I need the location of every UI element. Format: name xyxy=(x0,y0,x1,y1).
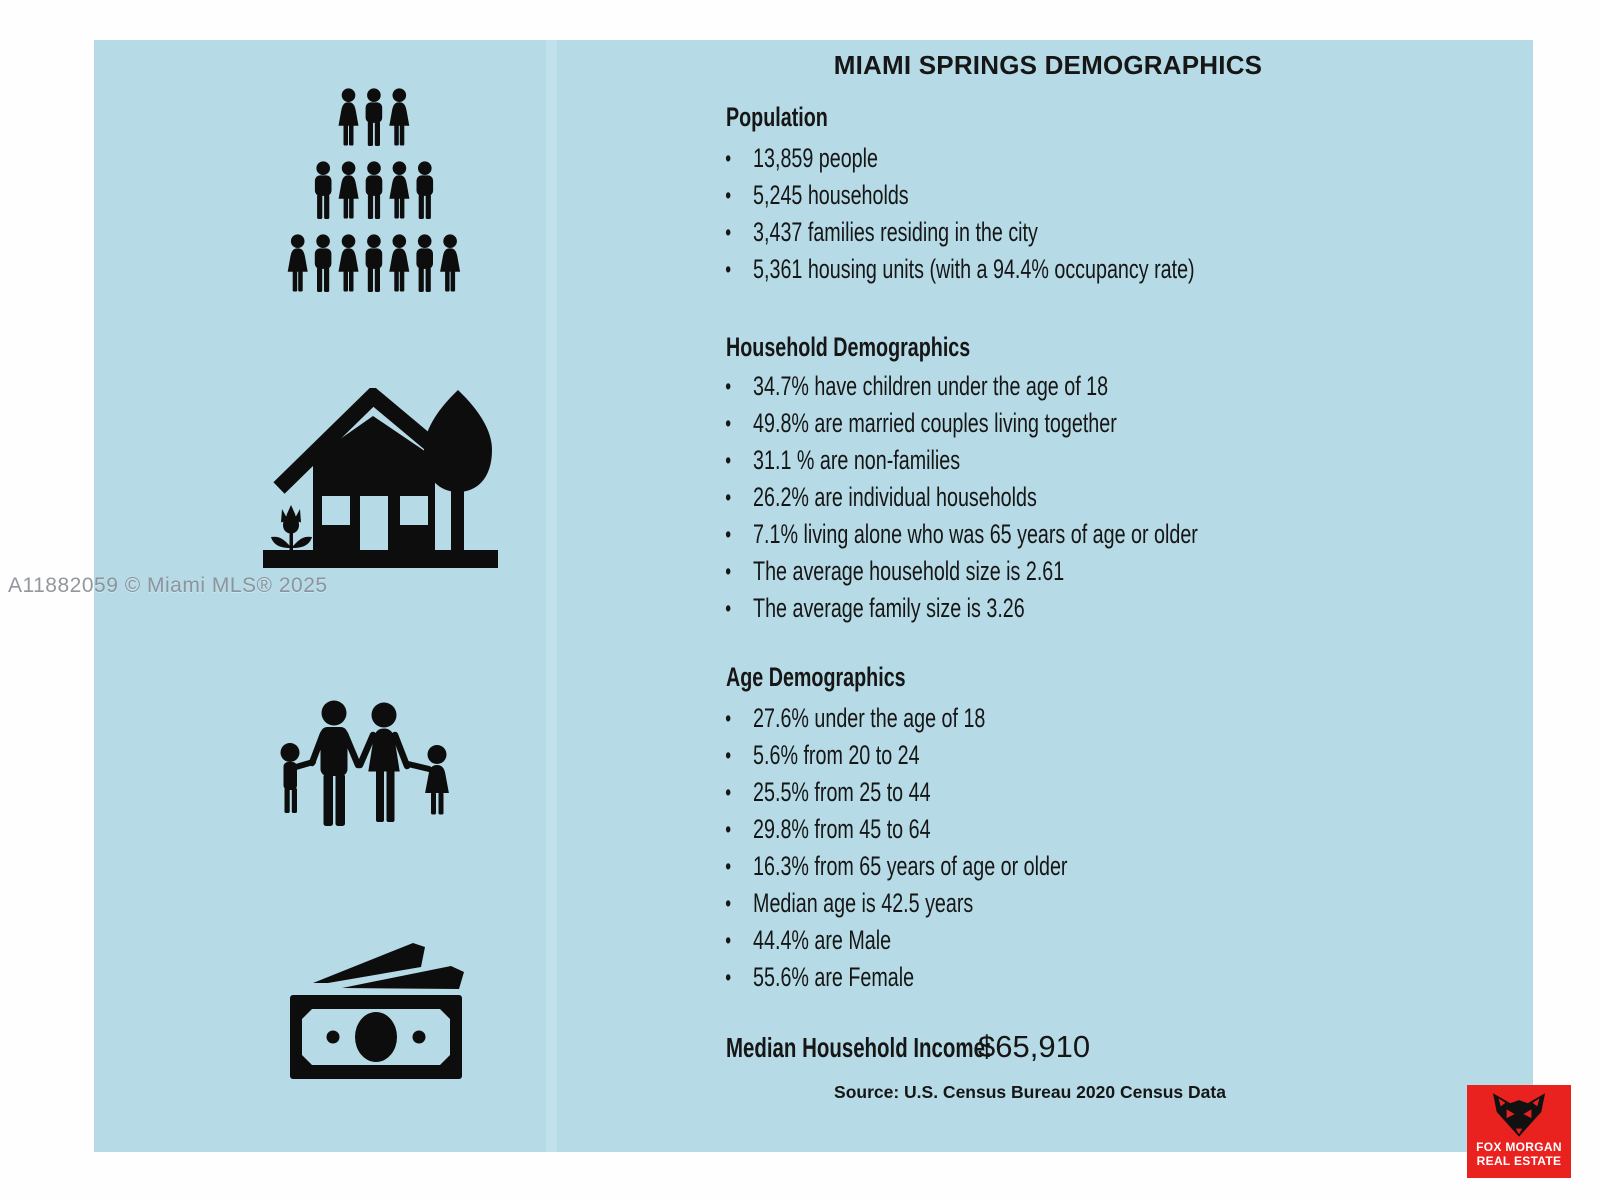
list-item: • 13,859 people xyxy=(718,140,1195,177)
bullet-icon: • xyxy=(725,890,732,916)
list-item-text: 27.6% under the age of 18 xyxy=(753,703,986,733)
logo-line2: REAL ESTATE xyxy=(1476,1154,1562,1168)
list-item-text: 13,859 people xyxy=(753,143,878,173)
list-item: • 16.3% from 65 years of age or older xyxy=(718,848,1067,885)
bullet-icon: • xyxy=(725,521,732,547)
age-heading: Age Demographics xyxy=(726,662,906,692)
population-crowd-icon xyxy=(287,88,461,292)
bullet-icon: • xyxy=(725,256,732,282)
money-icon xyxy=(290,943,464,1079)
list-item: • 31.1 % are non-families xyxy=(718,442,1198,479)
list-item: • 49.8% are married couples living toget… xyxy=(718,405,1198,442)
list-item: • 3,437 families residing in the city xyxy=(718,214,1195,251)
list-item-text: 3,437 families residing in the city xyxy=(753,217,1038,247)
background-panel xyxy=(94,40,1533,1152)
bullet-icon: • xyxy=(725,484,732,510)
list-item-text: Median age is 42.5 years xyxy=(753,888,974,918)
income-value: $65,910 xyxy=(978,1029,1091,1064)
list-item: • 26.2% are individual households xyxy=(718,479,1198,516)
list-item: • The average household size is 2.61 xyxy=(718,553,1198,590)
list-item-text: 25.5% from 25 to 44 xyxy=(753,777,931,807)
population-heading: Population xyxy=(726,102,828,132)
bullet-icon: • xyxy=(725,410,732,436)
list-item-text: 55.6% are Female xyxy=(753,962,915,992)
list-item-text: 49.8% are married couples living togethe… xyxy=(753,408,1117,438)
page-title: MIAMI SPRINGS DEMOGRAPHICS xyxy=(833,50,1263,80)
list-item-text: 7.1% living alone who was 65 years of ag… xyxy=(753,519,1198,549)
bullet-icon: • xyxy=(725,219,732,245)
list-item: • 25.5% from 25 to 44 xyxy=(718,774,1067,811)
list-item-text: 5.6% from 20 to 24 xyxy=(753,740,920,770)
brokerage-logo: FOX MORGAN REAL ESTATE xyxy=(1467,1085,1571,1178)
fox-icon xyxy=(1492,1093,1546,1137)
list-item-text: 31.1 % are non-families xyxy=(753,445,961,475)
house-icon xyxy=(263,388,498,568)
list-item-text: 34.7% have children under the age of 18 xyxy=(753,371,1109,401)
bullet-icon: • xyxy=(725,373,732,399)
source-line: Source: U.S. Census Bureau 2020 Census D… xyxy=(834,1082,1226,1102)
list-item-text: The average family size is 3.26 xyxy=(753,593,1025,623)
age-list: • 27.6% under the age of 18 • 5.6% from … xyxy=(718,700,1067,996)
bullet-icon: • xyxy=(725,964,732,990)
population-list: • 13,859 people • 5,245 households • 3,4… xyxy=(718,140,1195,288)
income-label: Median Household Income: xyxy=(726,1032,992,1063)
bullet-icon: • xyxy=(725,816,732,842)
bullet-icon: • xyxy=(725,182,732,208)
list-item: • 55.6% are Female xyxy=(718,959,1067,996)
bullet-icon: • xyxy=(725,145,732,171)
bullet-icon: • xyxy=(725,595,732,621)
family-icon xyxy=(280,700,449,826)
bullet-icon: • xyxy=(725,447,732,473)
list-item: • 27.6% under the age of 18 xyxy=(718,700,1067,737)
list-item: • 5,245 households xyxy=(718,177,1195,214)
mls-watermark: A11882059 © Miami MLS® 2025 xyxy=(8,574,328,597)
list-item: • 44.4% are Male xyxy=(718,922,1067,959)
list-item: • 29.8% from 45 to 64 xyxy=(718,811,1067,848)
list-item: • 5.6% from 20 to 24 xyxy=(718,737,1067,774)
bullet-icon: • xyxy=(725,927,732,953)
list-item-text: 16.3% from 65 years of age or older xyxy=(753,851,1068,881)
column-divider xyxy=(546,40,557,1152)
list-item-text: 5,361 housing units (with a 94.4% occupa… xyxy=(753,254,1195,284)
bullet-icon: • xyxy=(725,742,732,768)
list-item-text: 5,245 households xyxy=(753,180,909,210)
list-item-text: 44.4% are Male xyxy=(753,925,892,955)
logo-line1: FOX MORGAN xyxy=(1476,1140,1562,1154)
bullet-icon: • xyxy=(725,779,732,805)
household-heading: Household Demographics xyxy=(726,332,971,362)
list-item: • Median age is 42.5 years xyxy=(718,885,1067,922)
list-item-text: 29.8% from 45 to 64 xyxy=(753,814,931,844)
list-item: • 7.1% living alone who was 65 years of … xyxy=(718,516,1198,553)
bullet-icon: • xyxy=(725,705,732,731)
bullet-icon: • xyxy=(725,853,732,879)
list-item: • 5,361 housing units (with a 94.4% occu… xyxy=(718,251,1195,288)
list-item: • The average family size is 3.26 xyxy=(718,590,1198,627)
list-item-text: 26.2% are individual households xyxy=(753,482,1037,512)
household-list: • 34.7% have children under the age of 1… xyxy=(718,368,1198,627)
bullet-icon: • xyxy=(725,558,732,584)
list-item: • 34.7% have children under the age of 1… xyxy=(718,368,1198,405)
list-item-text: The average household size is 2.61 xyxy=(753,556,1065,586)
